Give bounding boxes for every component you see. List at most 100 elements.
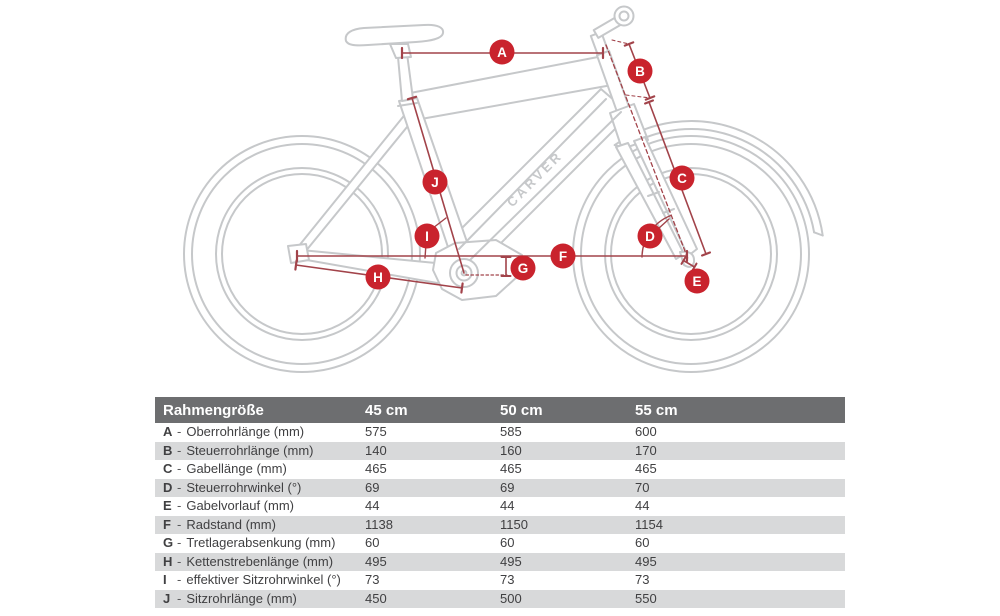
battery-panel-line-1	[458, 98, 607, 250]
dimension-label-E: E	[684, 268, 710, 294]
dim-line-F	[295, 249, 689, 263]
value-55cm: 44	[635, 498, 650, 513]
row-key: F	[163, 516, 171, 532]
row-key: G	[163, 535, 174, 550]
row-label: D - Steuerrohrwinkel (°)	[155, 479, 365, 498]
value-50cm: 465	[500, 461, 522, 476]
row-key: I	[163, 572, 167, 587]
table-row-B: B - Steuerrohrlänge (mm) 140 160 170	[155, 441, 845, 460]
table-row-C: C - Gabellänge (mm) 465 465 465	[155, 460, 845, 479]
row-key: A	[163, 424, 173, 439]
header-size-55: 55 cm	[635, 401, 678, 419]
battery-panel-line-2	[469, 111, 622, 261]
table-row-G: G - Tretlagerabsenkung (mm) 60 60 60	[155, 534, 845, 553]
row-dash: -	[177, 572, 182, 587]
value-50cm: 500	[500, 590, 522, 606]
value-50cm: 73	[500, 572, 515, 587]
front-fender-icon	[613, 120, 824, 237]
dimension-label-I: I	[414, 223, 440, 249]
table-row-J: J - Sitzrohrlänge (mm) 450 500 550	[155, 589, 845, 608]
header-frame-size: Rahmengröße	[163, 401, 264, 419]
value-55cm: 1154	[635, 516, 663, 532]
row-dash: -	[177, 535, 182, 550]
row-measure-name: Tretlagerabsenkung (mm)	[186, 535, 336, 550]
svg-text:B: B	[635, 64, 645, 79]
value-45cm: 465	[365, 461, 387, 476]
svg-text:H: H	[373, 270, 383, 285]
fork-step-right	[662, 208, 675, 214]
bike-line-art	[183, 5, 824, 373]
dimension-markers: A B C D E F G H I J	[365, 39, 710, 294]
svg-text:F: F	[559, 249, 567, 264]
svg-text:E: E	[692, 274, 701, 289]
rear-dropout	[287, 243, 310, 264]
svg-text:I: I	[425, 229, 429, 244]
value-45cm: 69	[365, 479, 380, 495]
row-measure-name: Steuerrohrlänge (mm)	[186, 442, 314, 458]
value-55cm: 550	[635, 590, 657, 606]
value-55cm: 70	[635, 479, 650, 495]
value-55cm: 73	[635, 572, 650, 587]
value-55cm: 170	[635, 442, 657, 458]
header-size-50: 50 cm	[500, 401, 543, 419]
handlebar-grip-inner	[618, 10, 630, 22]
value-55cm: 465	[635, 461, 657, 476]
value-50cm: 44	[500, 498, 515, 513]
row-key: B	[163, 442, 173, 458]
row-dash: -	[177, 461, 182, 476]
table-row-I: I - effektiver Sitzrohrwinkel (°) 73 73 73	[155, 571, 845, 590]
seat-stays	[297, 111, 417, 253]
dimension-label-J: J	[422, 169, 448, 195]
value-45cm: 450	[365, 590, 387, 606]
dimension-label-C: C	[669, 165, 695, 191]
fork-step-left	[647, 191, 660, 197]
saddle-icon	[344, 23, 445, 47]
dimension-label-G: G	[510, 255, 536, 281]
svg-text:D: D	[645, 229, 655, 244]
value-55cm: 495	[635, 553, 657, 569]
table-row-F: F - Radstand (mm) 1138 1150 1154	[155, 515, 845, 535]
row-label: H - Kettenstrebenlänge (mm)	[155, 553, 365, 572]
dimension-label-D: D	[637, 223, 663, 249]
row-label: G - Tretlagerabsenkung (mm)	[155, 534, 365, 553]
value-50cm: 160	[500, 442, 522, 458]
row-measure-name: Oberrohrlänge (mm)	[186, 424, 305, 439]
value-50cm: 585	[500, 424, 522, 439]
row-measure-name: Steuerrohrwinkel (°)	[186, 479, 302, 495]
row-label: I - effektiver Sitzrohrwinkel (°)	[155, 571, 365, 590]
dimension-label-B: B	[627, 58, 653, 84]
row-label: A - Oberrohrlänge (mm)	[155, 423, 365, 442]
fork-crown	[609, 103, 649, 150]
svg-text:C: C	[677, 171, 687, 186]
row-measure-name: Radstand (mm)	[186, 516, 276, 532]
value-50cm: 69	[500, 479, 515, 495]
row-dash: -	[177, 590, 182, 606]
value-45cm: 140	[365, 442, 387, 458]
row-dash: -	[177, 479, 182, 495]
svg-text:G: G	[518, 261, 529, 276]
value-55cm: 600	[635, 424, 657, 439]
row-measure-name: Gabelvorlauf (mm)	[186, 498, 294, 513]
row-key: H	[163, 553, 173, 569]
row-key: C	[163, 461, 173, 476]
header-size-45: 45 cm	[365, 401, 408, 419]
bike-geometry-diagram: CARVER	[183, 5, 824, 373]
row-key: J	[163, 590, 171, 606]
value-55cm: 60	[635, 535, 650, 550]
value-50cm: 60	[500, 535, 515, 550]
row-label: E - Gabelvorlauf (mm)	[155, 497, 365, 516]
geometry-table: Rahmengröße 45 cm 50 cm 55 cm A - Oberrohr…	[155, 397, 845, 608]
saddle-clamp	[389, 43, 412, 59]
dimension-label-F: F	[550, 243, 576, 269]
value-45cm: 73	[365, 572, 380, 587]
row-measure-name: Sitzrohrlänge (mm)	[186, 590, 297, 606]
row-label: F - Radstand (mm)	[155, 516, 365, 535]
row-measure-name: effektiver Sitzrohrwinkel (°)	[186, 572, 341, 587]
table-row-A: A - Oberrohrlänge (mm) 575 585 600	[155, 423, 845, 442]
table-header-row: Rahmengröße 45 cm 50 cm 55 cm	[155, 397, 845, 423]
row-dash: -	[177, 498, 182, 513]
value-45cm: 44	[365, 498, 380, 513]
table-row-H: H - Kettenstrebenlänge (mm) 495 495 495	[155, 552, 845, 572]
dimension-label-A: A	[489, 39, 515, 65]
